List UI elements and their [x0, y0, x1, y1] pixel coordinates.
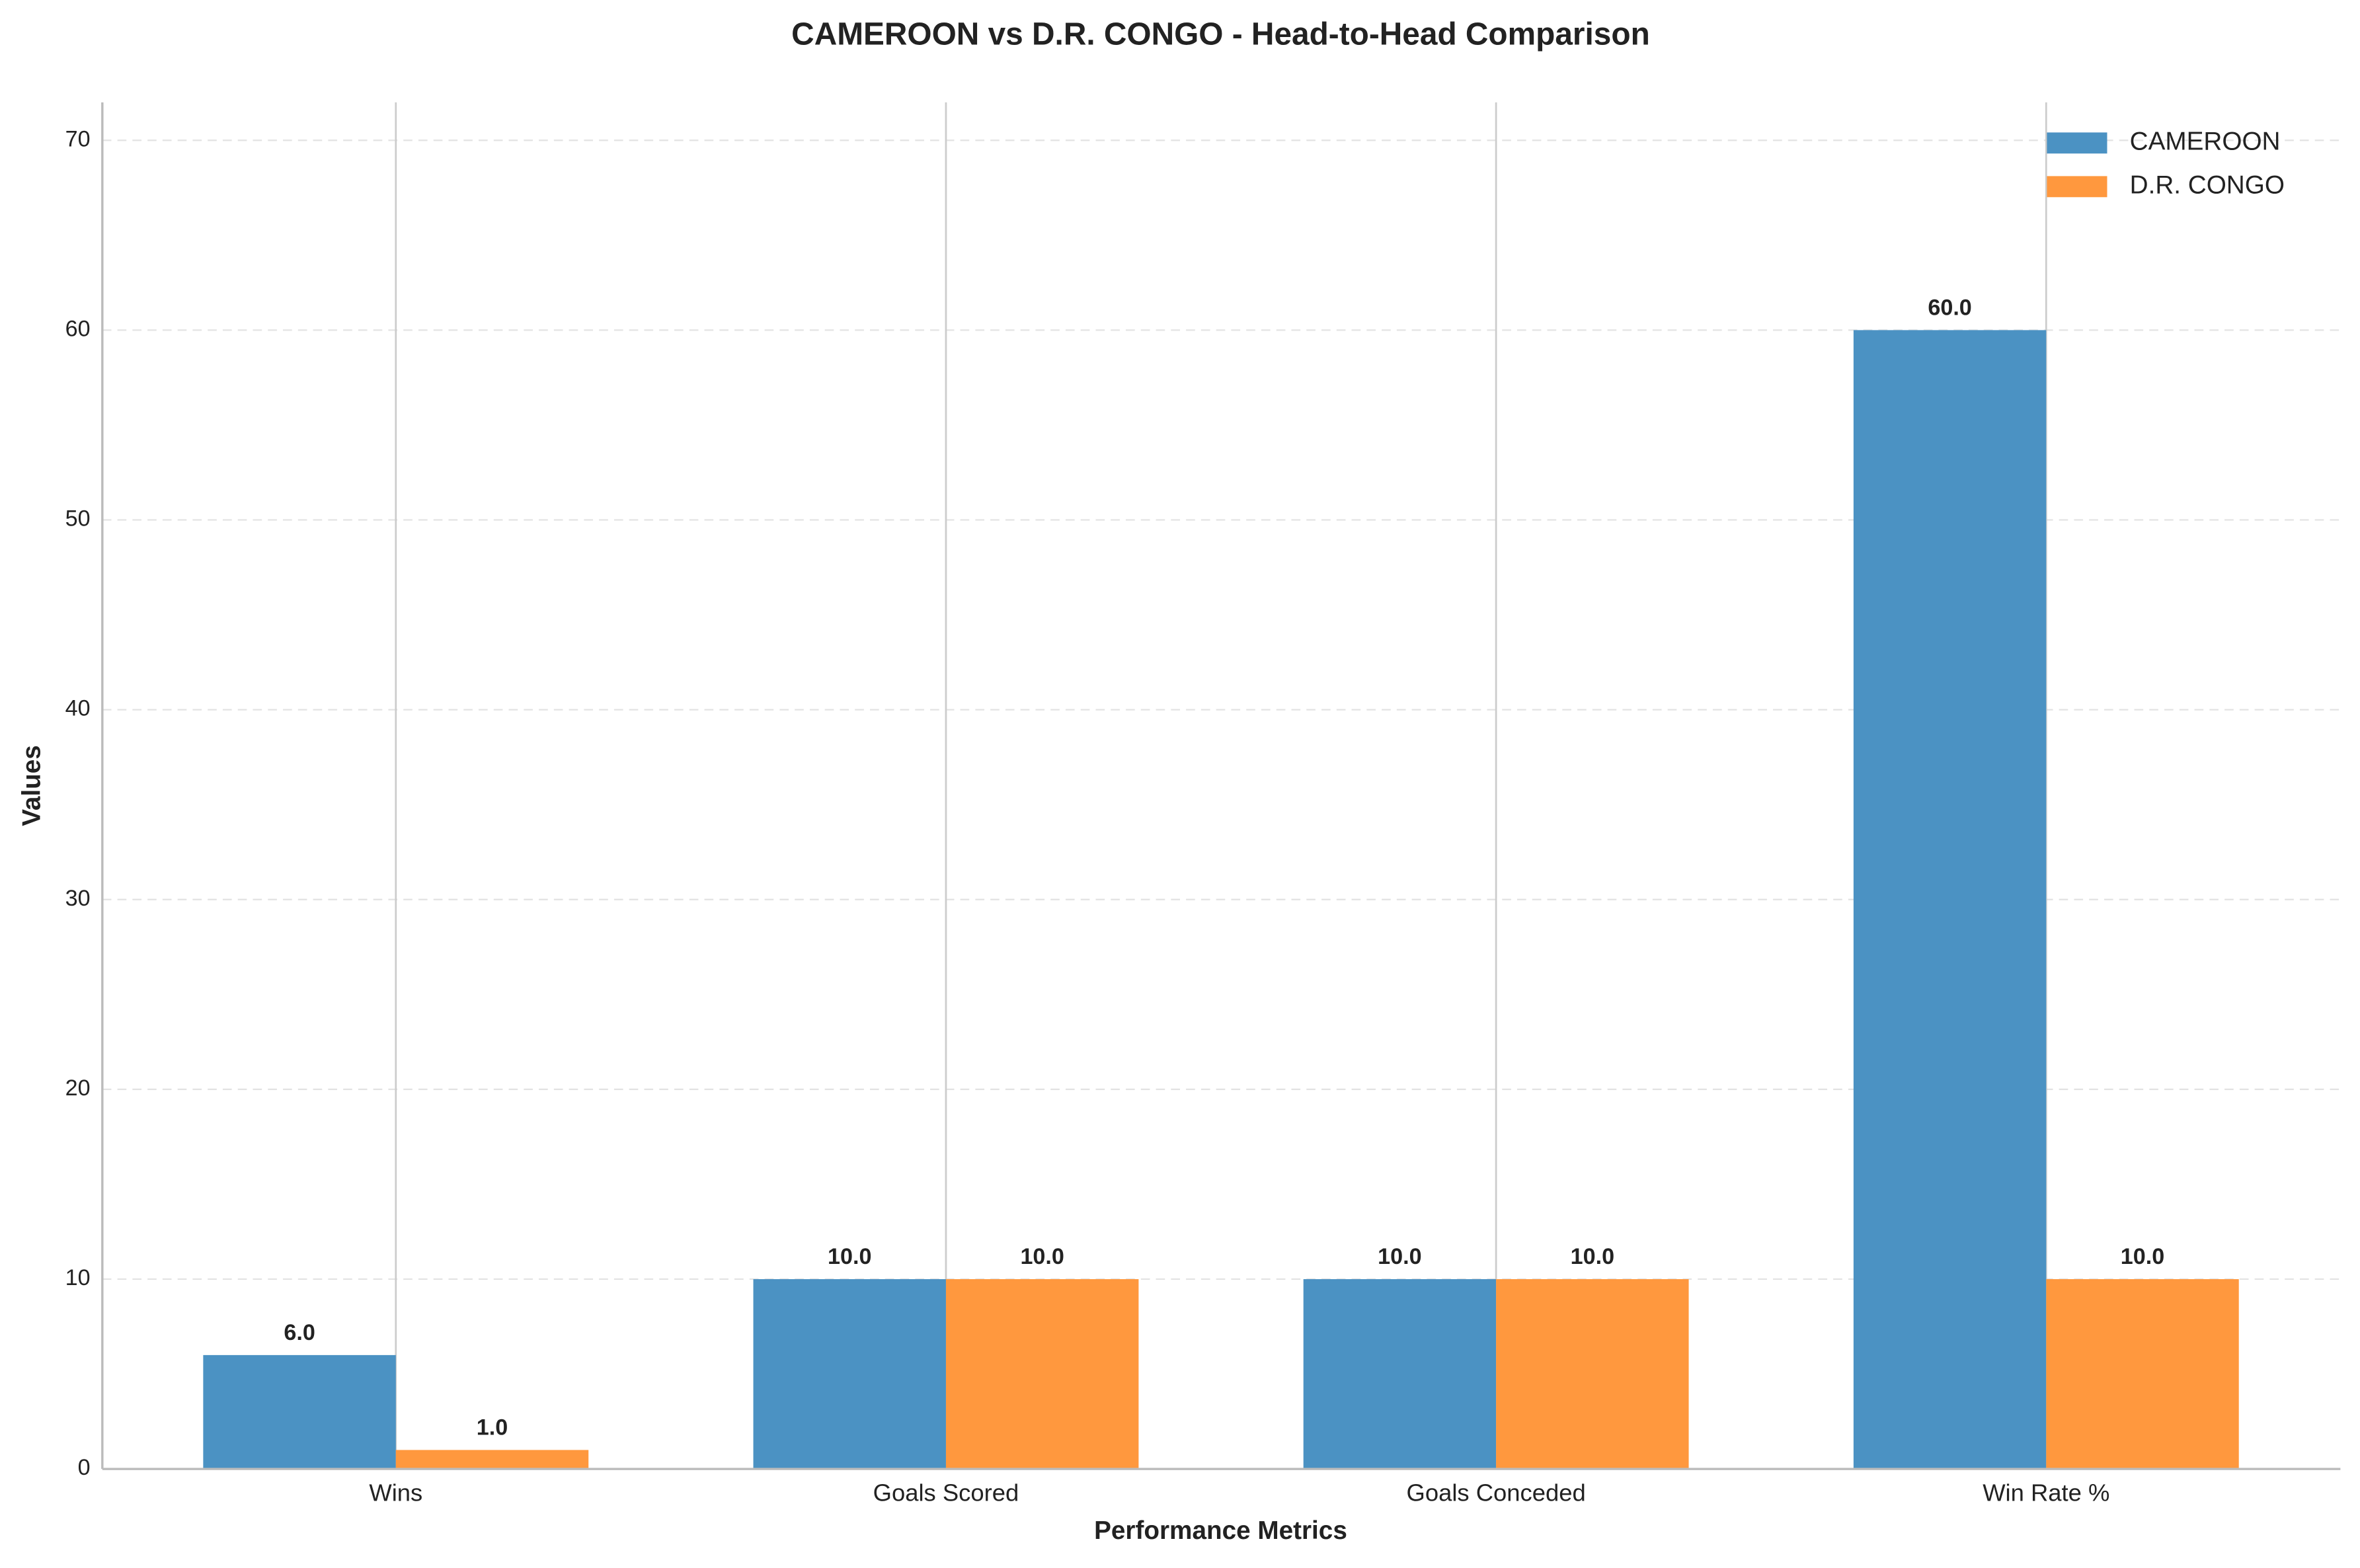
bar	[1853, 330, 2047, 1470]
y-tick-label: 40	[65, 696, 91, 721]
bar	[1496, 1279, 1689, 1470]
value-label: 6.0	[284, 1320, 315, 1345]
bar	[2046, 1279, 2239, 1470]
value-label: 10.0	[1020, 1244, 1064, 1269]
x-tick-label: Win Rate %	[1983, 1479, 2109, 1506]
x-tick-label: Goals Conceded	[1407, 1479, 1586, 1506]
legend-swatch	[2047, 132, 2107, 154]
y-tick-label: 0	[78, 1455, 91, 1480]
y-axis-label: Values	[17, 745, 46, 826]
y-tick-label: 20	[65, 1076, 91, 1101]
bar	[395, 1450, 589, 1470]
x-tick-label: Wins	[369, 1479, 422, 1506]
legend-swatch	[2047, 176, 2107, 198]
y-tick-label: 30	[65, 886, 91, 911]
x-tick-label: Goals Scored	[873, 1479, 1019, 1506]
y-tick-label: 50	[65, 506, 91, 531]
value-label: 60.0	[1928, 295, 1971, 321]
x-axis-label: Performance Metrics	[1094, 1516, 1347, 1545]
bar	[203, 1354, 396, 1470]
value-label: 1.0	[477, 1415, 508, 1440]
y-tick-label: 70	[65, 126, 91, 151]
value-label: 10.0	[1378, 1244, 1421, 1269]
bar	[753, 1279, 946, 1470]
legend-label: D.R. CONGO	[2130, 171, 2285, 200]
legend-label: CAMEROON	[2130, 128, 2281, 156]
bar	[945, 1279, 1139, 1470]
chart-title: CAMEROON vs D.R. CONGO - Head-to-Head Co…	[791, 17, 1650, 52]
value-label: 10.0	[1571, 1244, 1614, 1269]
bar	[1303, 1279, 1497, 1470]
y-tick-label: 10	[65, 1265, 91, 1290]
value-label: 10.0	[828, 1244, 871, 1269]
y-tick-label: 60	[65, 316, 91, 341]
value-label: 10.0	[2121, 1244, 2164, 1269]
